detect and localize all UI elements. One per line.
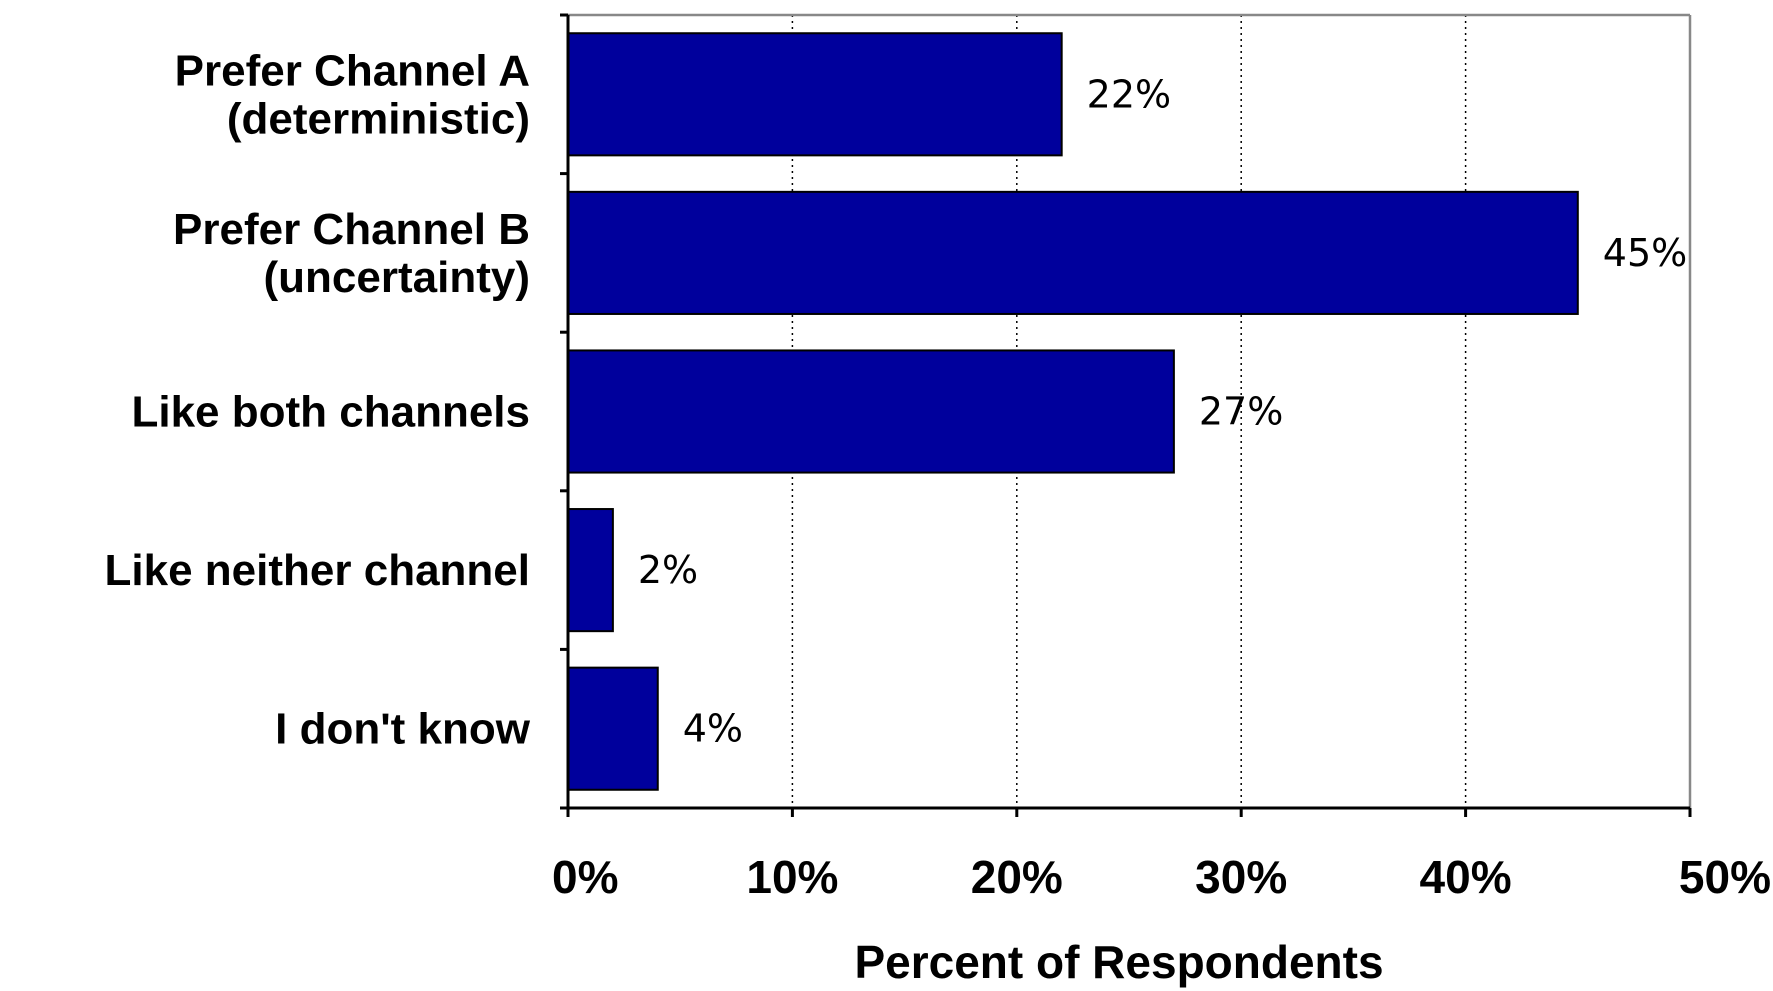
x-tick-label: 10% (746, 851, 838, 903)
category-label: (uncertainty) (264, 253, 530, 302)
data-labels: 22% 45% 27% 2% 4% (638, 72, 1687, 750)
x-tick-labels: 0% 10% 20% 30% 40% 50% (552, 851, 1771, 903)
data-label: 27% (1199, 390, 1283, 434)
x-tick-label: 40% (1420, 851, 1512, 903)
bars (567, 32, 1579, 791)
bar (567, 666, 659, 791)
x-tick-label: 20% (971, 851, 1063, 903)
x-tick-label: 30% (1195, 851, 1287, 903)
data-label: 45% (1603, 231, 1687, 275)
x-axis-title: Percent of Respondents (854, 936, 1383, 988)
bar (567, 190, 1579, 315)
category-label: Like neither channel (105, 546, 530, 595)
x-tick-label: 0% (552, 851, 618, 903)
axes (560, 13, 1692, 817)
bar (567, 349, 1175, 474)
bar (567, 508, 614, 633)
bar (567, 32, 1063, 157)
data-label: 22% (1087, 72, 1171, 116)
data-label: 2% (638, 548, 698, 592)
category-labels: Prefer Channel A(deterministic) Prefer Ch… (105, 46, 531, 753)
category-label: Prefer Channel A (175, 46, 530, 95)
category-label: Prefer Channel B (173, 205, 530, 254)
category-label: Like both channels (131, 388, 530, 437)
category-label: I don't know (275, 705, 531, 754)
data-label: 4% (683, 707, 743, 751)
x-tick-label: 50% (1679, 851, 1771, 903)
category-label: (deterministic) (227, 94, 530, 143)
